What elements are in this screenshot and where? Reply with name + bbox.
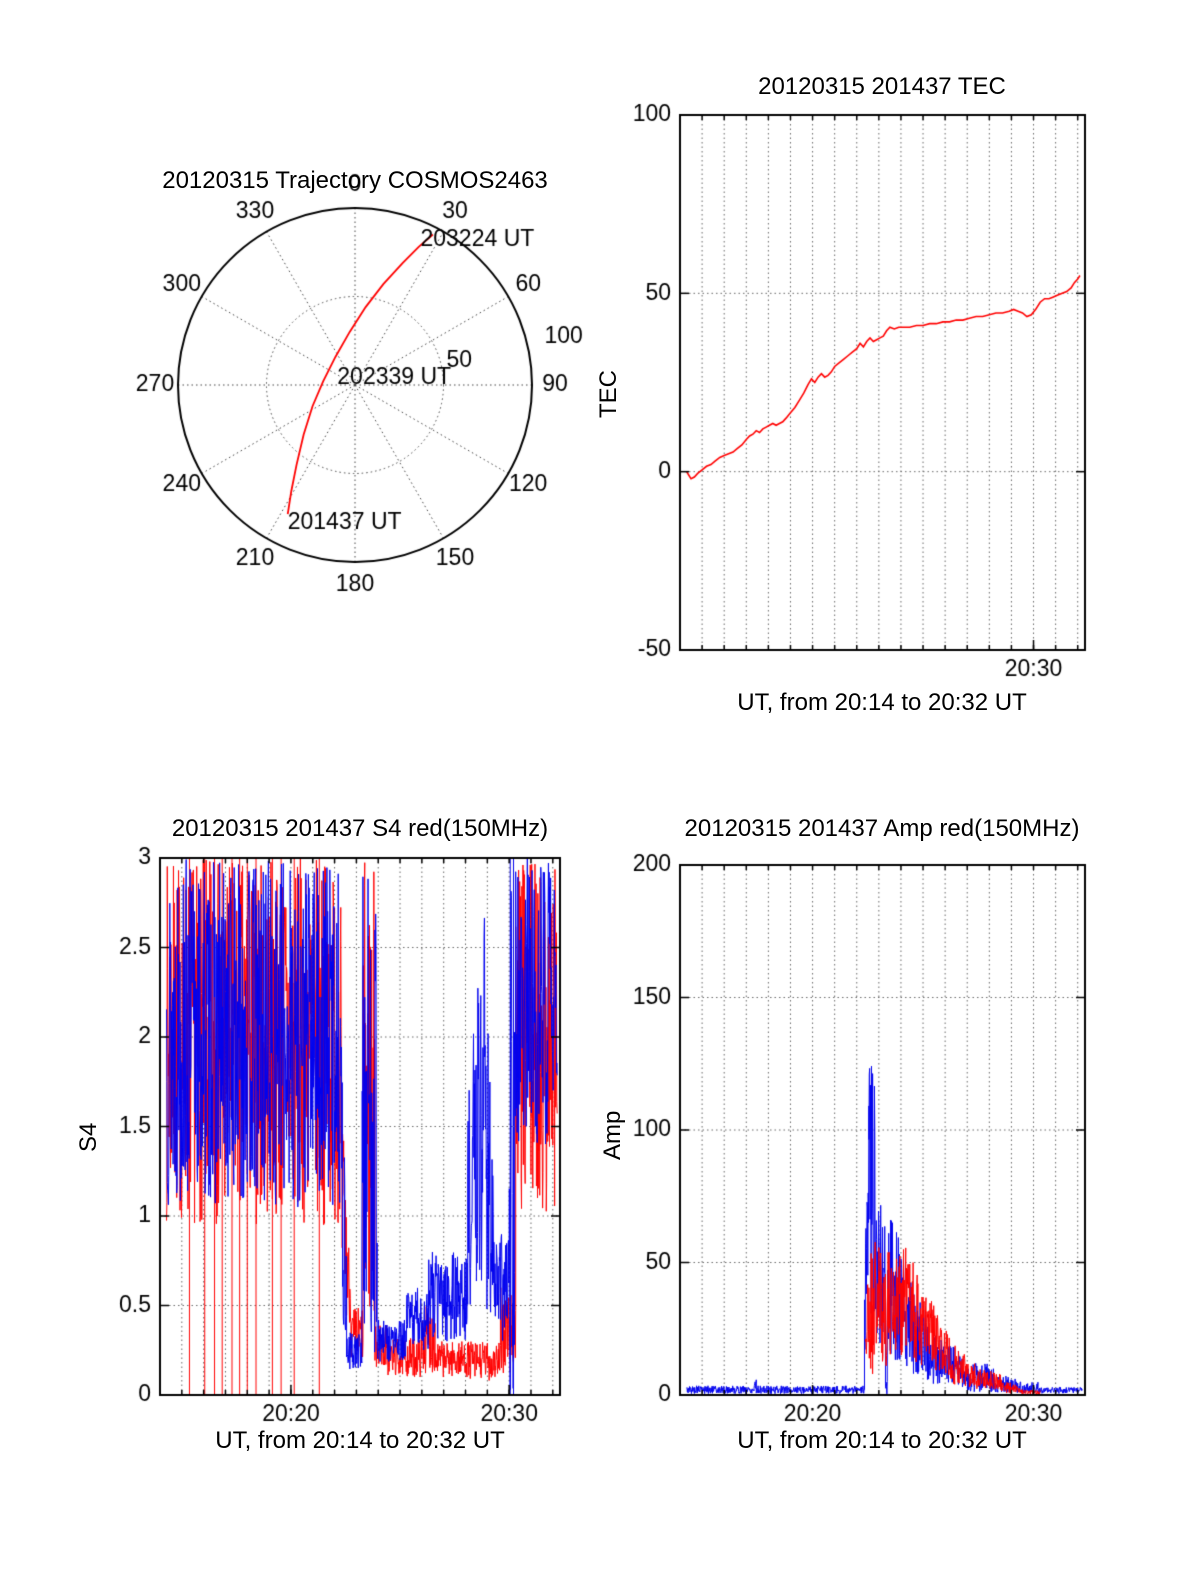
trajectory-plot-canvas: [100, 150, 620, 630]
amp-title: 20120315 201437 Amp red(150MHz): [684, 815, 1080, 842]
amp-x-axis-label: UT, from 20:14 to 20:32 UT: [737, 1427, 1027, 1454]
s4-x-axis-label: UT, from 20:14 to 20:32 UT: [215, 1427, 505, 1454]
tec-plot-canvas: [600, 95, 1140, 690]
tec-x-axis-label: UT, from 20:14 to 20:32 UT: [737, 689, 1027, 716]
s4-plot-canvas: [80, 845, 600, 1430]
amp-plot-canvas: [600, 845, 1140, 1430]
s4-title: 20120315 201437 S4 red(150MHz): [171, 815, 549, 842]
